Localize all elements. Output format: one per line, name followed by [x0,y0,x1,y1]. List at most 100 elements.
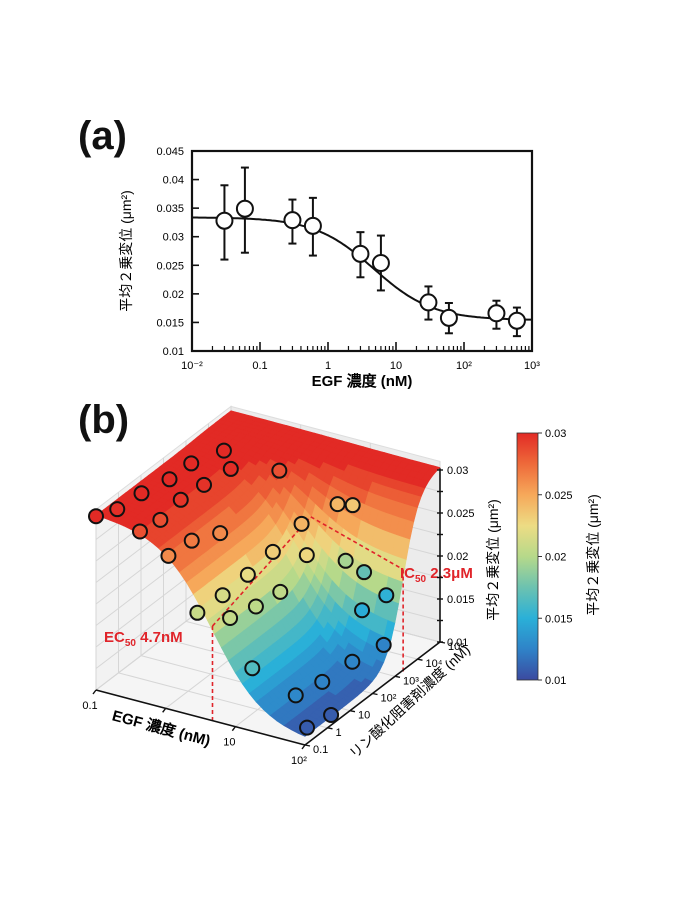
data-point [487,304,506,323]
y-tick-label: 10 [358,710,370,722]
y-tick-label: 10⁴ [426,658,443,670]
x-tick-label: 10⁻² [181,360,203,372]
panel-b-label: (b) [78,398,130,442]
ec50-label: EC50 4.7nM [104,629,183,649]
colorbar-tick-label: 0.01 [545,675,566,687]
x-tick-mark [162,707,167,713]
colorbar-tick-label: 0.025 [545,490,573,502]
y-tick-label: 1 [336,727,342,739]
data-point-3d [344,497,361,514]
y-tick-mark [349,709,356,713]
data-point-3d [271,462,288,479]
x-tick-label: 10³ [524,360,540,372]
y-tick-label: 10⁵ [448,641,465,653]
data-point-3d [172,491,189,508]
data-point-3d [222,609,239,626]
data-point-3d [214,587,231,604]
ec50-prefix: EC [104,629,125,646]
x-tick-mark [301,744,306,750]
data-point-3d [109,501,126,518]
data-point-3d [215,442,232,459]
x-tick-label: 10² [456,360,472,372]
data-point-3d [272,583,289,600]
data-point-3d [160,547,177,564]
data-point-3d [378,587,395,604]
colorbar-tick-label: 0.03 [545,428,566,440]
data-point [283,211,302,230]
x-tick-label: 1 [157,718,163,730]
ic50-subscript: 50 [415,574,427,585]
ec50-ic50-guide-line [211,515,404,627]
x-tick-label: 10 [390,360,402,372]
y-tick-label: 0.035 [156,203,184,215]
plot-frame [190,149,534,353]
data-point-3d [329,496,346,513]
data-point-3d [152,511,169,528]
data-point [351,244,370,263]
chart-a: 0.01 0.015 0.02 0.025 0.03 0.035 0.04 0.045 10⁻²… [118,146,540,390]
data-point [507,311,526,330]
y-tick-label: 0.01 [163,346,184,358]
z-tick-label: 0.015 [447,594,475,606]
y-tick-label: 0.02 [163,289,184,301]
y-tick-mark [327,727,333,730]
chart-b-3d-surface: EC50 4.7nM IC50 2.3μM 0.1 1 10 10² 0.1 1 10 10² 1… [82,405,501,767]
data-point-3d [323,706,340,723]
colorbar-tick-label: 0.02 [545,552,566,564]
data-point-3d [244,660,261,677]
data-point-3d [247,598,264,615]
ic50-value: 2.3μM [426,565,473,582]
y-tick-label: 10² [381,693,397,705]
y-tick-label: 0.1 [313,744,328,756]
z-tick-label: 0.02 [447,551,468,563]
colorbar-gradient [516,432,539,681]
colorbar-label: 平均２乗変位 (μm²) [585,494,601,616]
x-tick-label: 10² [291,755,307,767]
data-point-3d [354,602,371,619]
data-point [419,293,438,312]
data-point-3d [212,525,229,542]
x-tick-mark [231,726,236,732]
data-point-3d [299,719,316,736]
y-tick-label: 0.025 [156,260,184,272]
ic50-prefix: IC [400,565,415,582]
data-point-3d [337,552,354,569]
data-point-3d [183,455,200,472]
y-axis-label: 平均２乗変位 (μm²) [118,190,134,312]
x-axis-label: EGF 濃度 (nM) [312,372,413,390]
y-tick-mark [394,675,401,679]
data-point-3d [183,532,200,549]
x-axis-line [95,689,306,746]
data-point [371,254,390,272]
x-tick-label: 1 [325,360,331,372]
x-tick-label: 0.1 [252,360,267,372]
data-point-3d [298,547,315,564]
data-point-3d [222,460,239,477]
y-tick-label: 0.03 [163,232,184,244]
data-point-3d [88,508,104,525]
y-tick-mark [372,692,378,696]
z-tick-label: 0.01 [447,637,468,649]
z-tick-label: 0.025 [447,508,475,520]
colorbar: 0.01 0.015 0.02 0.025 0.03 平均２乗変位 (μm²) [516,428,601,687]
data-point-3d [375,636,392,653]
data-point [215,211,234,230]
x-tick-mark [92,689,97,695]
data-point [303,216,322,235]
data-point-3d [189,604,206,621]
data-point-3d [161,471,178,488]
data-point-3d [264,543,281,560]
data-point-3d [239,566,256,583]
x-tick-label: 0.1 [82,700,97,712]
x-tick-label: 10 [223,737,235,749]
colorbar-tick-label: 0.015 [545,613,573,625]
data-point-3d [293,515,310,532]
y-tick-mark [417,658,423,661]
z-axis-label: 平均２乗変位 (μm²) [485,499,501,621]
y-tick-label: 0.015 [156,317,184,329]
z-tick-label: 0.03 [447,465,468,477]
data-point-3d [287,687,304,704]
y-tick-mark [304,744,311,747]
panel-a-label: (a) [78,114,127,158]
